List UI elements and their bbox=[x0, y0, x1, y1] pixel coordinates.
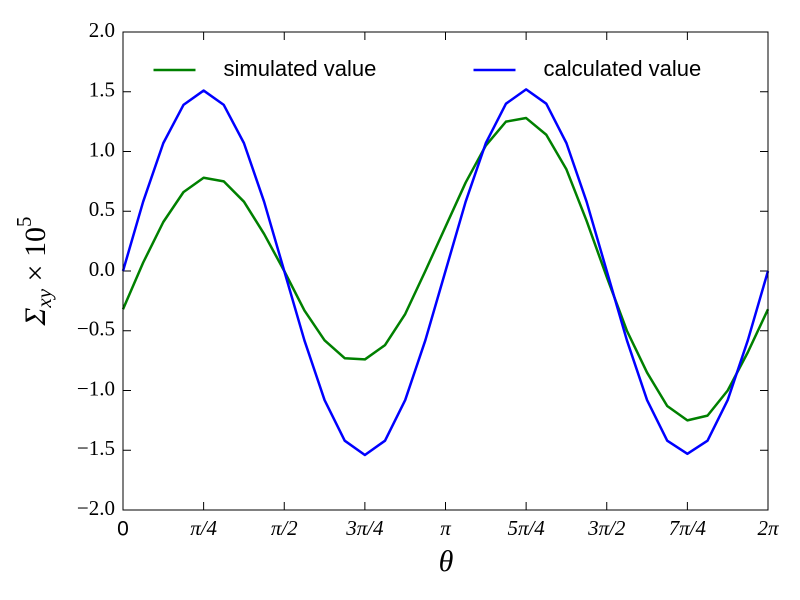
x-tick-label: 7π/4 bbox=[669, 516, 707, 540]
y-label-symbol: Σ bbox=[19, 307, 52, 326]
series-line bbox=[121, 116, 770, 422]
x-tick-label: π/2 bbox=[271, 516, 298, 540]
y-tick-label: −1.5 bbox=[77, 436, 115, 460]
y-axis-label: Σxy × 105 bbox=[12, 217, 56, 327]
y-tick-label: −1.0 bbox=[77, 376, 115, 400]
y-tick-label: 0.0 bbox=[89, 257, 115, 281]
y-tick-label: 1.0 bbox=[89, 137, 115, 161]
x-tick-label: 3π/2 bbox=[587, 516, 626, 540]
y-label-superscript: 5 bbox=[12, 217, 36, 228]
y-tick-label: 2.0 bbox=[89, 18, 115, 42]
x-axis-label: θ bbox=[439, 545, 454, 578]
y-label-subscript: xy bbox=[32, 288, 56, 308]
x-tick-label: 5π/4 bbox=[507, 516, 545, 540]
x-tick-label: π/4 bbox=[190, 516, 217, 540]
x-tick-label: π bbox=[440, 516, 451, 540]
y-tick-label: −0.5 bbox=[77, 317, 115, 341]
plot-frame bbox=[122, 31, 769, 511]
series-line bbox=[121, 88, 770, 457]
y-tick-label: −2.0 bbox=[77, 496, 115, 520]
x-tick-label: 2π bbox=[757, 516, 779, 540]
y-tick-label: 0.5 bbox=[89, 197, 115, 221]
legend-label: calculated value bbox=[544, 56, 702, 81]
y-label-times: × 10 bbox=[19, 227, 52, 289]
legend-label: simulated value bbox=[224, 56, 377, 81]
x-tick-label: 0 bbox=[117, 518, 129, 541]
x-tick-label: 3π/4 bbox=[345, 516, 384, 540]
y-tick-label: 1.5 bbox=[89, 78, 115, 102]
